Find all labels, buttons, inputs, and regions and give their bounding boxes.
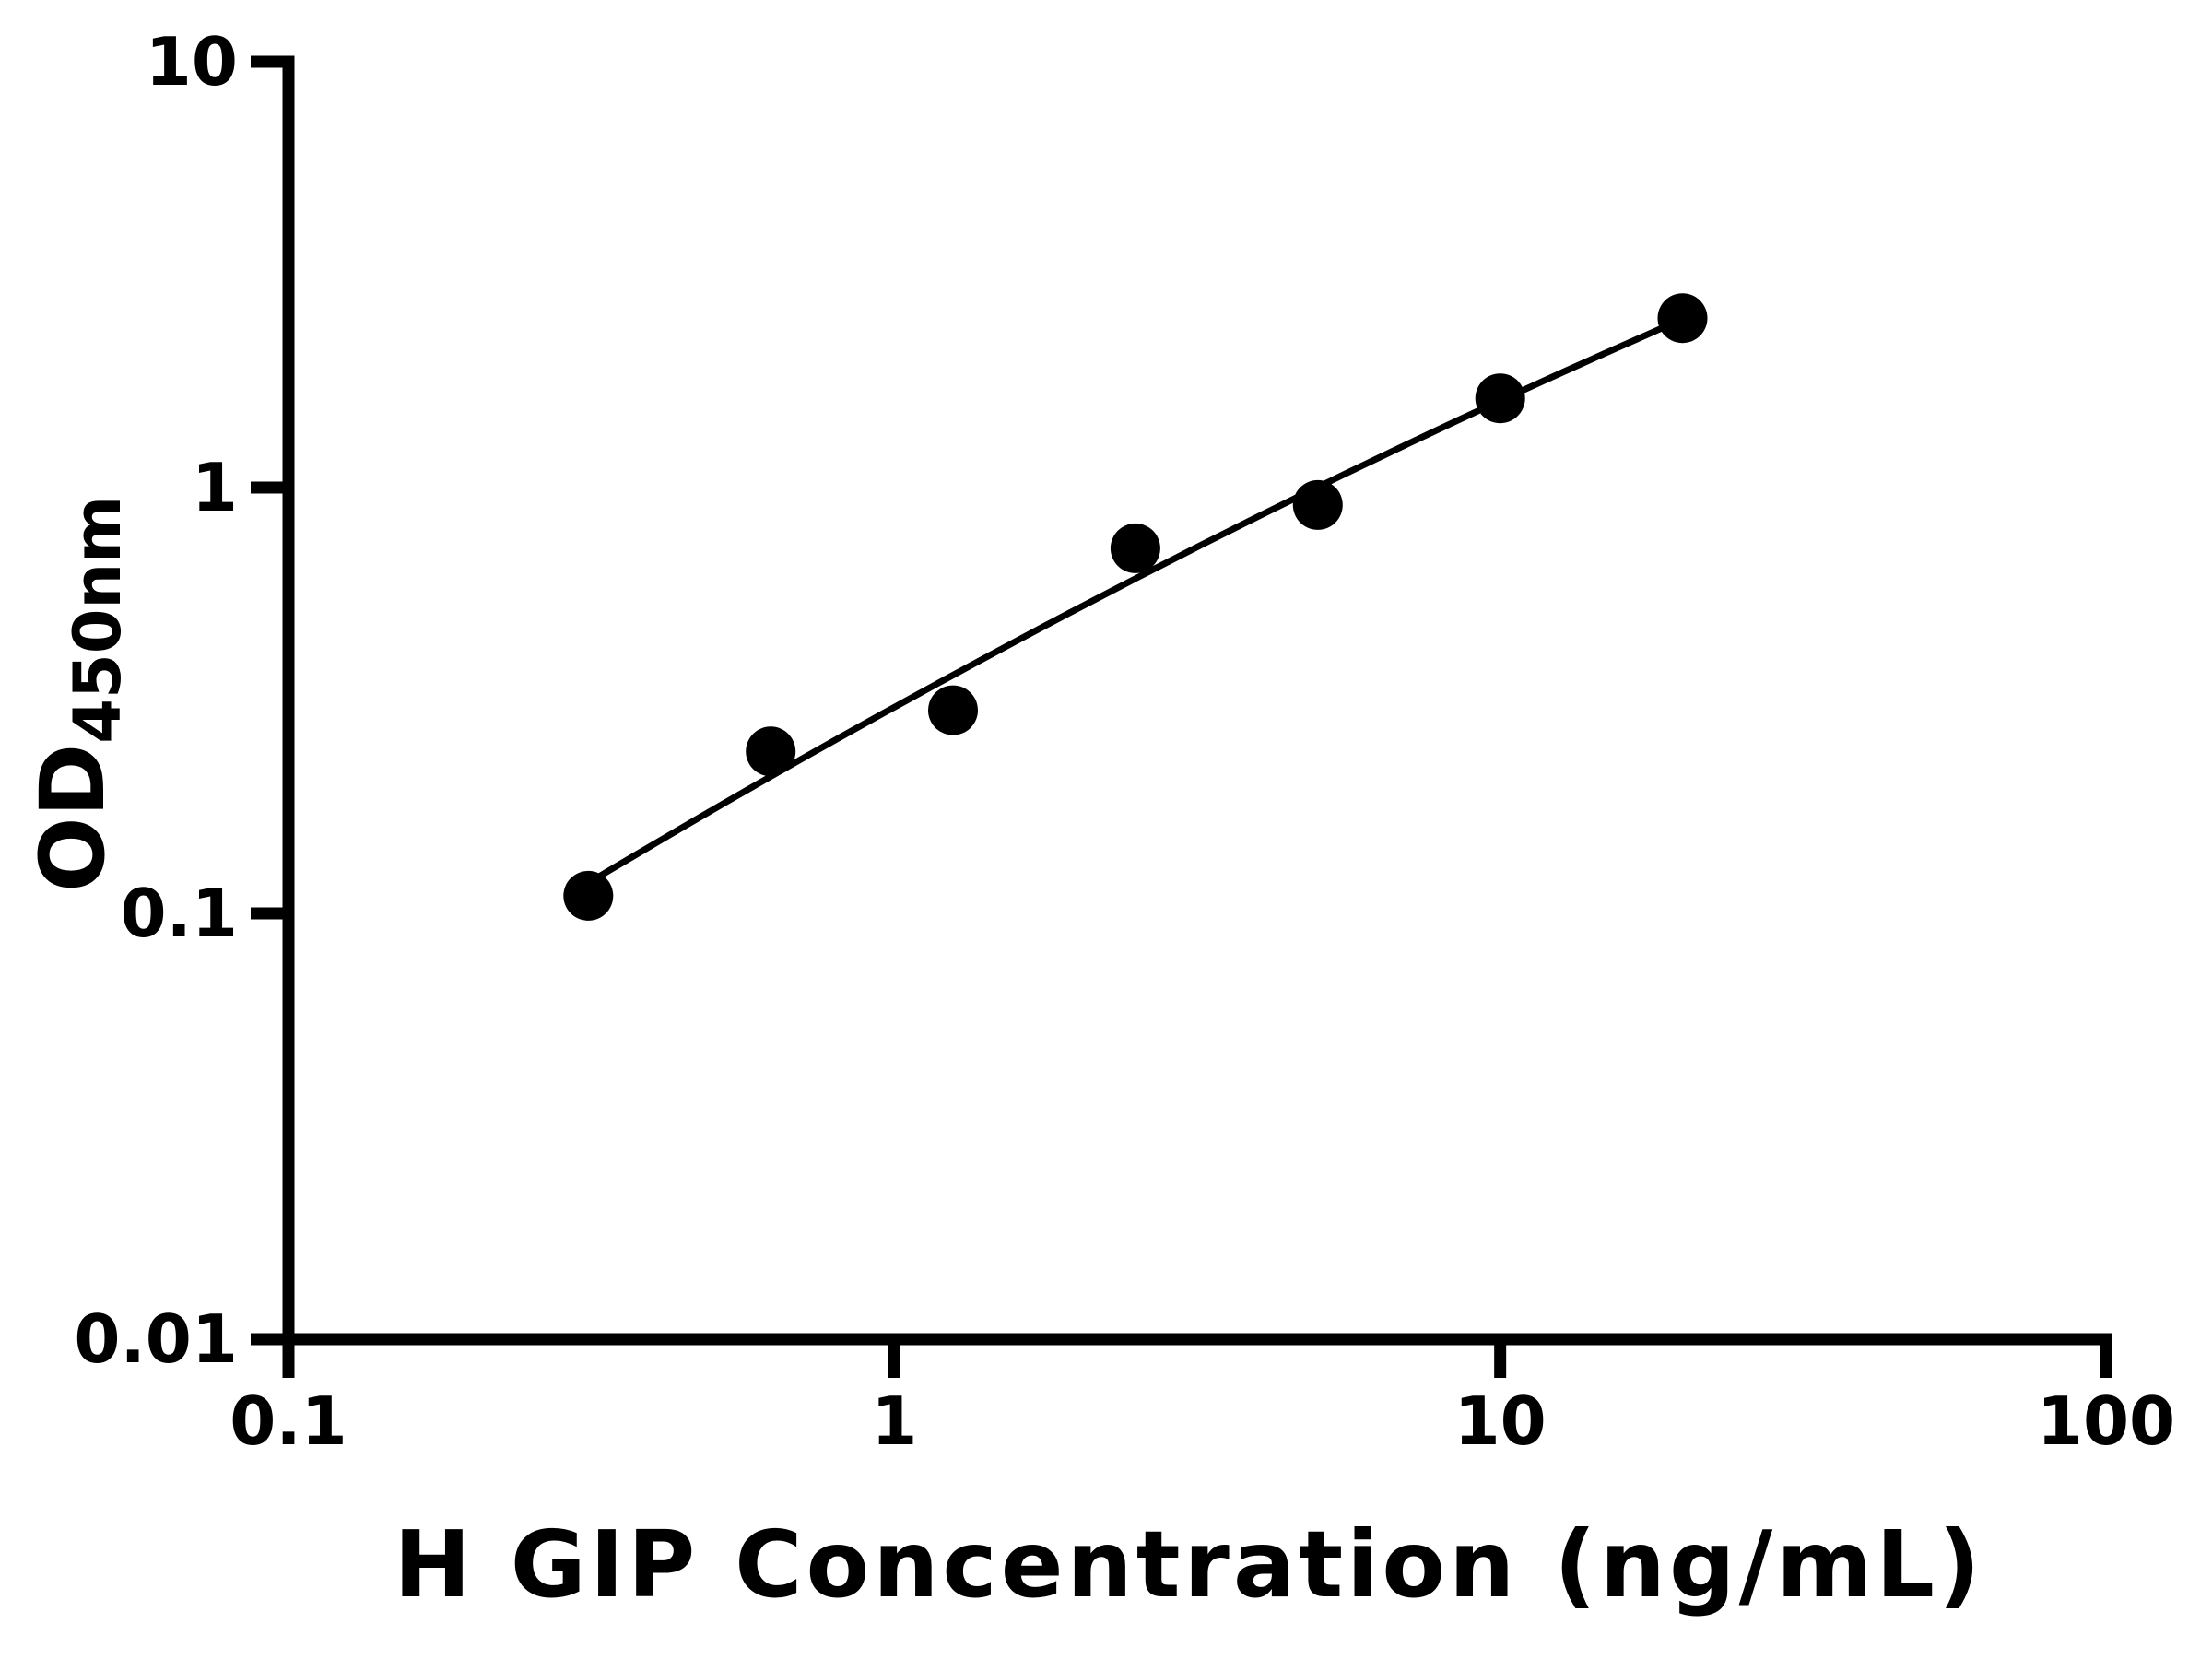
y-axis-title-subscript: 450nm xyxy=(60,496,135,744)
y-tick-label-0.01: 0.01 xyxy=(74,1300,238,1378)
data-point-10ng-ml xyxy=(1475,373,1525,424)
y-axis-title-main: OD xyxy=(21,744,124,892)
axes xyxy=(282,55,2112,1346)
x-tick-label-10: 10 xyxy=(1454,1382,1547,1460)
axis-lines xyxy=(282,55,2112,1346)
y-tick-label-10: 10 xyxy=(146,23,238,100)
x-tick-labels: 0.1 1 10 100 xyxy=(229,1382,2175,1460)
data-point-5ng-ml xyxy=(1292,479,1343,530)
x-tick-label-1: 1 xyxy=(871,1382,917,1460)
x-axis-title: H GIP Concentration (ng/mL) xyxy=(394,1511,1983,1618)
y-axis-title: OD450nm xyxy=(21,496,135,892)
y-tick-label-1: 1 xyxy=(192,449,238,526)
x-tick-label-100: 100 xyxy=(2037,1382,2175,1460)
data-point-0.625ng-ml xyxy=(746,726,796,777)
y-tick-label-0.1: 0.1 xyxy=(120,875,238,952)
data-point-1.25ng-ml xyxy=(928,685,978,735)
axis-ticks xyxy=(251,55,2112,1378)
y-tick-labels: 10 1 0.1 0.01 xyxy=(74,23,238,1378)
x-tick-label-0.1: 0.1 xyxy=(229,1382,347,1460)
data-points xyxy=(563,293,1708,921)
data-point-20ng-ml xyxy=(1657,293,1708,344)
data-point-0.3125ng-ml xyxy=(563,870,614,921)
data-point-2.5ng-ml xyxy=(1110,523,1160,573)
